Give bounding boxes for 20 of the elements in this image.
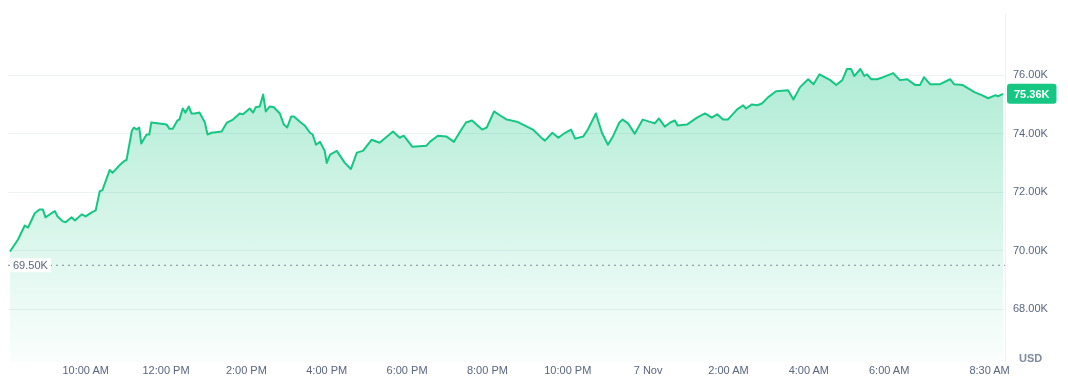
y-tick-label: 70.00K: [1013, 243, 1049, 256]
x-tick-label: 10:00 PM: [544, 364, 592, 377]
x-tick-label: 10:00 AM: [62, 364, 109, 377]
y-axis-title: USD: [1019, 351, 1043, 364]
x-tick-label: 6:00 PM: [386, 364, 428, 377]
x-tick-label: 2:00 AM: [708, 364, 749, 377]
annotation: 75.36K: [1014, 87, 1050, 100]
x-tick-label: 8:30 AM: [969, 364, 1010, 377]
ref-line-label: 69.50K: [13, 259, 49, 272]
y-tick-label: 76.00K: [1013, 68, 1049, 81]
x-tick-label: 4:00 PM: [306, 364, 348, 377]
y-tick-label: 74.00K: [1013, 126, 1049, 139]
x-tick-label: 7 Nov: [633, 364, 663, 377]
x-tick-label: 8:00 PM: [466, 364, 508, 377]
x-tick-label: 2:00 PM: [225, 364, 267, 377]
y-tick-label: 72.00K: [1013, 185, 1049, 198]
x-tick-label: 12:00 PM: [142, 364, 190, 377]
x-tick-label: 4:00 AM: [788, 364, 829, 377]
y-tick-label: 68.00K: [1013, 302, 1049, 315]
x-tick-label: 6:00 AM: [868, 364, 910, 377]
